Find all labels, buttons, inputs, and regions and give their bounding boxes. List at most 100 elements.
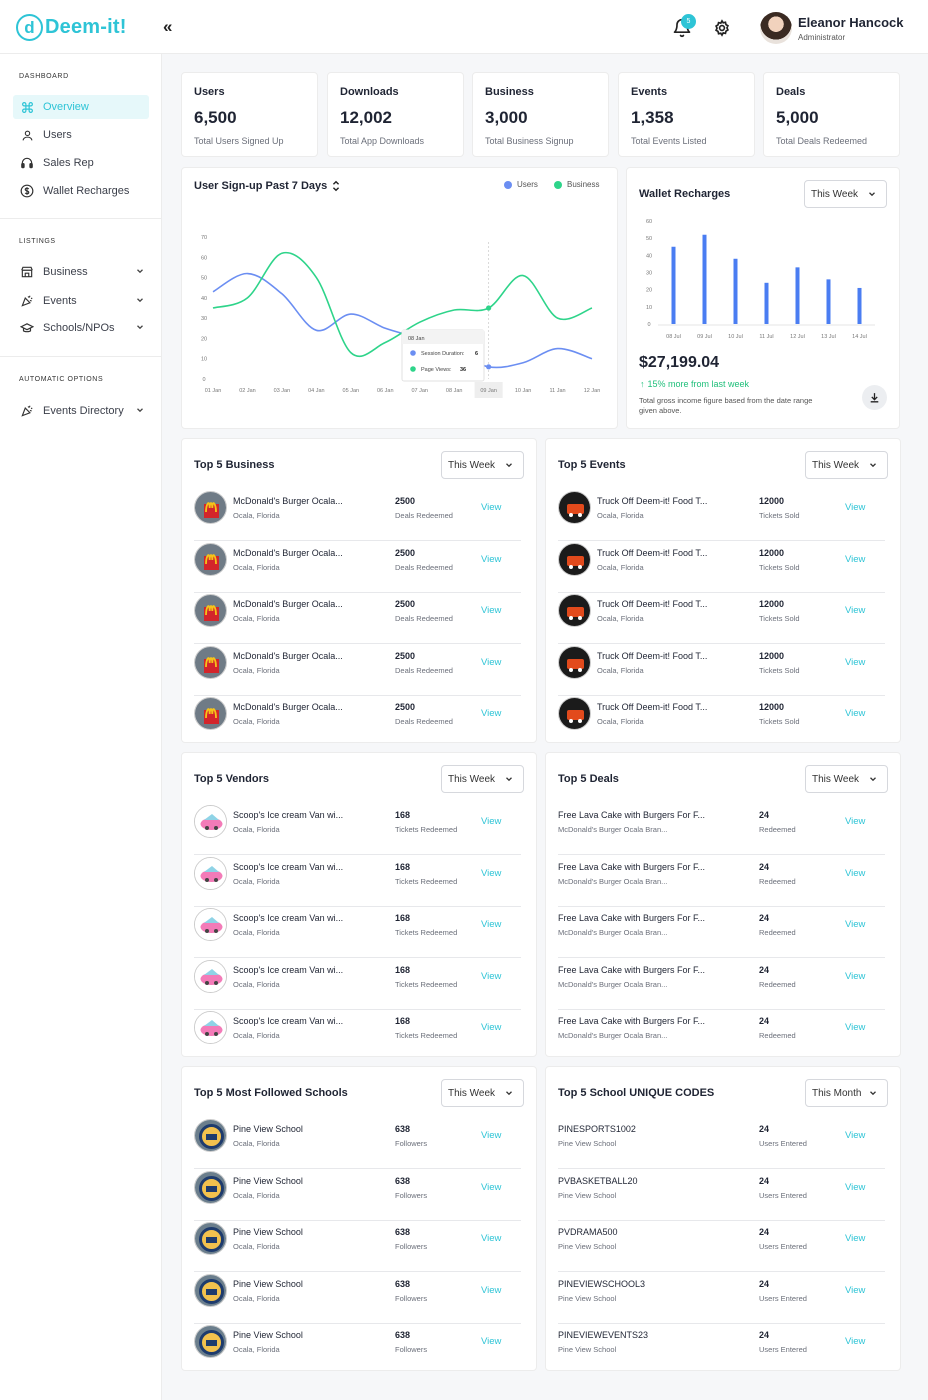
item-value-label: Redeemed [759,928,796,938]
stat-title: Users [194,86,225,98]
stat-card-business: Business 3,000 Total Business Signup [472,72,609,157]
view-link[interactable]: View [481,816,502,827]
logo[interactable]: d Deem-it! [16,14,127,41]
item-value-label: Tickets Redeemed [395,876,458,886]
item-value: 638 [395,1278,411,1289]
gear-icon[interactable] [713,19,731,37]
view-link[interactable]: View [845,867,866,879]
view-link[interactable]: View [481,970,502,982]
view-link[interactable]: View [481,1022,502,1034]
item-name: PINESPORTS1002 [558,1124,636,1134]
view-link[interactable]: View [845,970,866,982]
x-tick-label: 01 Jan [205,388,222,394]
period-dropdown[interactable]: This Week [804,180,887,208]
tooltip-line1-value: 6 [475,351,478,357]
legend-swatch [554,180,562,189]
item-name: Scoop's Ice cream Van wi... [233,861,344,872]
view-link[interactable]: View [845,1233,866,1245]
period-dropdown[interactable]: This Week [805,765,888,793]
view-link[interactable]: View [845,1181,866,1193]
item-value-label: Followers [395,1345,428,1355]
item-value-label: Redeemed [759,825,796,834]
list-item: Free Lava Cake with Burgers For F... McDo… [558,855,885,907]
item-value: 2500 [395,496,416,506]
dropdown-value: This Week [812,459,860,471]
sidebar-item-schools-npos[interactable]: Schools/NPOs [13,316,149,340]
sidebar-item-events[interactable]: Events [13,289,149,313]
sidebar-item-overview[interactable]: Overview [13,95,149,119]
item-name: Scoop's Ice cream Van wi... [233,964,344,975]
bar [702,234,707,324]
bar [764,282,769,324]
sidebar-item-label: Events [43,295,77,307]
y-tick-label: 30 [201,316,207,322]
chevron-down-icon [506,777,512,782]
item-value: 2500 [395,702,416,713]
x-tick-label: 12 Jul [790,334,805,340]
item-value-label: Users Entered [759,1345,807,1355]
view-link[interactable]: View [481,867,502,879]
view-link[interactable]: View [481,1181,502,1193]
item-value-label: Tickets Sold [759,665,800,675]
item-name: Truck Off Deem-it! Food T... [597,496,708,506]
period-dropdown[interactable]: This Month [805,1079,888,1107]
item-value-label: Deals Redeemed [395,511,453,520]
chevron-down-icon [870,1091,876,1096]
y-tick-label: 70 [201,235,207,241]
top-events-card: Top 5 Events This Week Truck Off Deem-it… [545,438,901,743]
sidebar-item-wallet-recharges[interactable]: Wallet Recharges [13,179,149,203]
view-link[interactable]: View [845,919,866,931]
logo-text: Deem-it! [45,16,127,38]
user-role: Administrator [798,33,846,42]
signup-chart-title-wrap[interactable]: User Sign-up Past 7 Days [194,180,341,192]
view-link[interactable]: View [845,816,866,827]
view-link[interactable]: View [481,656,502,668]
item-subtitle: Ocala, Florida [597,562,644,572]
view-link[interactable]: View [845,1130,866,1141]
period-dropdown[interactable]: This Week [441,1079,524,1107]
list-item: McDonald's Burger Ocala... Ocala, Florida… [194,489,521,541]
sidebar-item-business[interactable]: Business [13,260,149,284]
view-link[interactable]: View [845,1336,866,1348]
item-value: 638 [395,1227,411,1238]
view-link[interactable]: View [845,1284,866,1296]
sidebar-item-sales-rep[interactable]: Sales Rep [13,151,149,175]
download-button[interactable] [862,385,887,410]
school-thumbnail [194,1170,227,1204]
view-link[interactable]: View [481,605,502,617]
period-dropdown[interactable]: This Week [441,451,524,479]
stat-card-users: Users 6,500 Total Users Signed Up [181,72,318,157]
vendor-thumbnail [194,908,227,942]
sidebar-item-users[interactable]: Users [13,123,149,147]
view-link[interactable]: View [845,708,866,720]
view-link[interactable]: View [481,919,502,931]
view-link[interactable]: View [845,502,866,513]
view-link[interactable]: View [481,553,502,565]
item-subtitle: Ocala, Florida [233,928,280,938]
view-link[interactable]: View [845,605,866,617]
period-dropdown[interactable]: This Week [805,451,888,479]
view-link[interactable]: View [481,1130,502,1141]
legend-label: Business [567,180,600,189]
sidebar-item-events-directory[interactable]: Events Directory [13,399,149,423]
bar [795,267,800,324]
view-link[interactable]: View [845,553,866,565]
view-link[interactable]: View [481,502,502,513]
item-value: 12000 [759,496,785,506]
vendor-thumbnail [194,856,227,890]
item-value: 2500 [395,599,416,610]
period-dropdown[interactable]: This Week [441,765,524,793]
view-link[interactable]: View [845,656,866,668]
item-subtitle: McDonald's Burger Ocala Bran... [558,825,668,834]
avatar[interactable] [760,12,792,44]
view-link[interactable]: View [481,1336,502,1348]
view-link[interactable]: View [845,1022,866,1034]
view-link[interactable]: View [481,1233,502,1245]
card-title: Top 5 Deals [558,773,619,785]
sidebar: DASHBOARD Overview Users Sales Rep Walle… [0,54,162,1400]
item-value: 24 [759,913,770,924]
view-link[interactable]: View [481,1284,502,1296]
view-link[interactable]: View [481,708,502,720]
collapse-sidebar-button[interactable]: « [163,17,173,36]
item-value: 168 [395,810,411,820]
